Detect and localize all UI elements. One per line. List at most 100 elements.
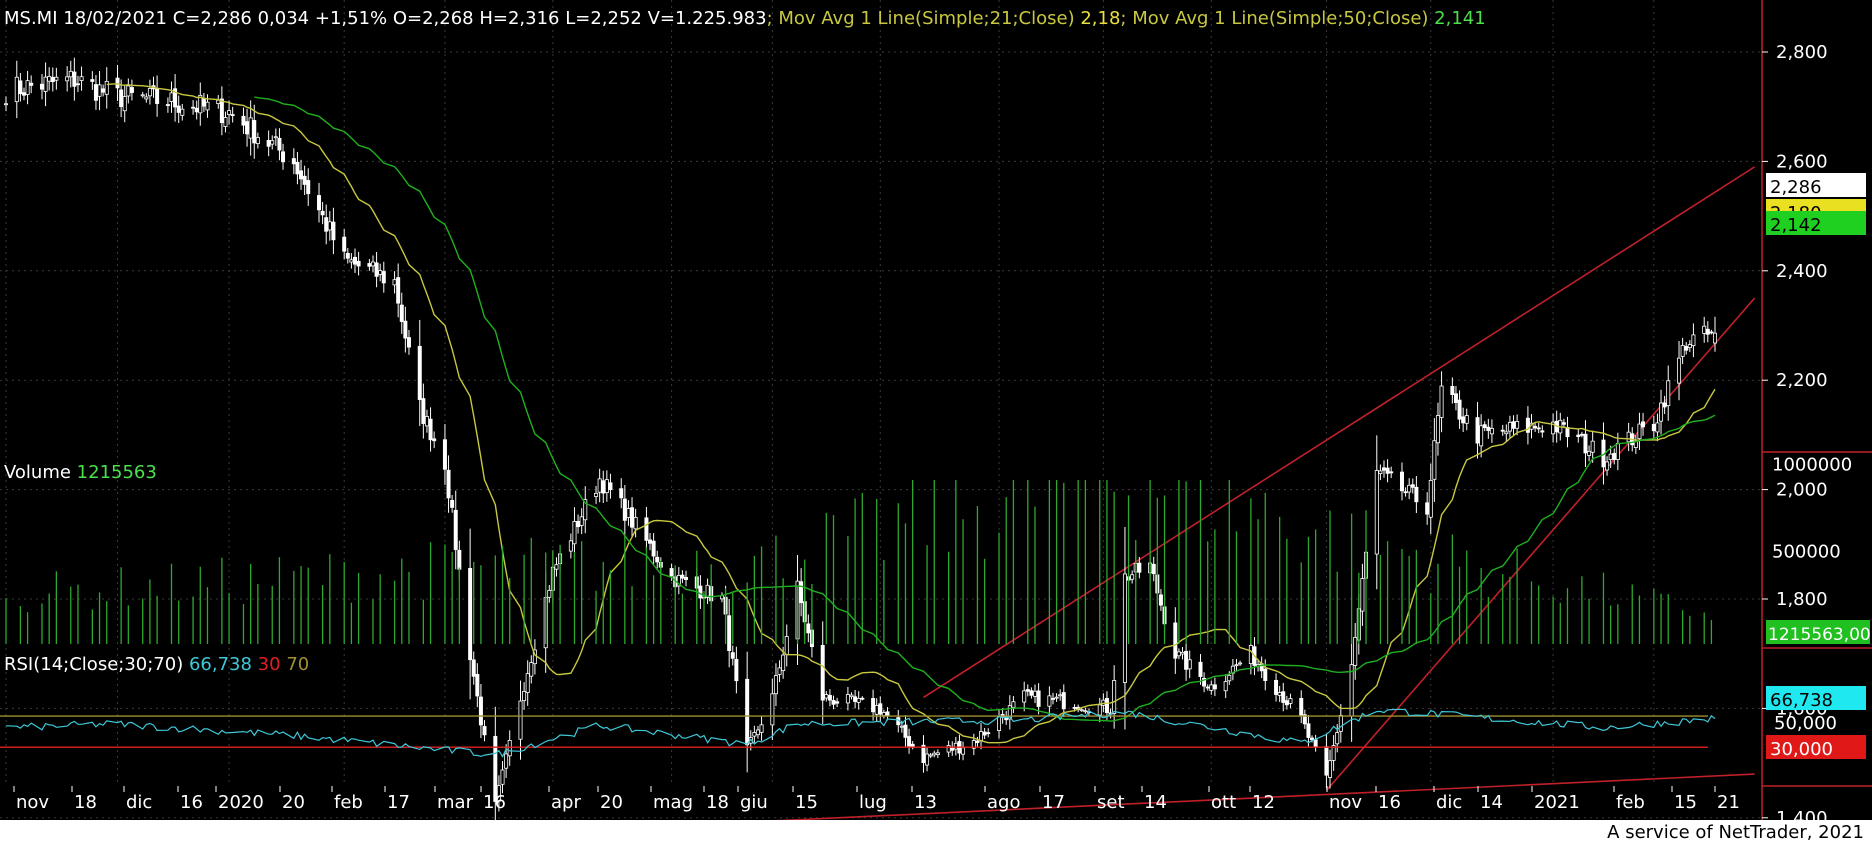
candle-body [471, 659, 476, 677]
volume-legend-value: 1215563 [77, 462, 157, 483]
time-tick-label: dic [1436, 792, 1462, 813]
candle-body [1302, 714, 1307, 725]
candle-body [302, 175, 307, 185]
candle-body [1277, 692, 1282, 696]
candle [1061, 684, 1066, 717]
candle-body [1353, 636, 1358, 666]
candle-body [622, 498, 627, 521]
candle-body [986, 732, 991, 735]
time-tick-label: ago [987, 792, 1020, 813]
candle [29, 75, 34, 94]
candle [90, 71, 95, 90]
candle [1137, 557, 1142, 579]
time-axis: nov 18 dic 16 2020 20 feb 17 mar 16 apr 20 mag 18 giu 1… [13, 786, 1740, 813]
time-tick-label: nov [16, 792, 49, 813]
candle-body [576, 520, 581, 528]
candle-body [953, 742, 958, 750]
candle-body [1328, 760, 1333, 778]
candle [1709, 329, 1714, 335]
price-legend: MS.MI 18/02/2021 C=2,286 0,034 +1,51% O=… [4, 8, 1486, 29]
candle-body [1306, 723, 1311, 738]
candle [352, 248, 357, 273]
candle [227, 100, 232, 125]
candle-body [1227, 674, 1232, 682]
candle-body [1299, 697, 1304, 716]
candle-body [997, 716, 1002, 731]
candle-body [468, 568, 473, 661]
candle [406, 329, 411, 355]
candle [191, 100, 196, 115]
candle [1079, 707, 1084, 712]
time-tick-label: 17 [1042, 792, 1065, 813]
candle [144, 93, 149, 103]
candle-body [572, 521, 577, 545]
candle-body [1637, 423, 1642, 440]
candle-body [1533, 425, 1538, 429]
candle [173, 74, 178, 122]
candle [1414, 476, 1419, 514]
candle [223, 111, 228, 133]
candle-body [1151, 563, 1156, 575]
candle-body [1025, 689, 1030, 692]
candle-body [1234, 664, 1239, 667]
candle-body [191, 106, 196, 109]
candle [547, 585, 552, 603]
candle [1360, 563, 1365, 626]
candle-body [1579, 433, 1584, 436]
candle [230, 106, 235, 123]
candle-body [1457, 399, 1462, 420]
candle [241, 107, 246, 134]
candle-body [1705, 328, 1710, 335]
time-tick-label: feb [334, 792, 363, 813]
candle-body [1338, 714, 1343, 732]
candle-body [961, 747, 966, 755]
candle [1489, 419, 1494, 443]
candle [684, 570, 689, 587]
price-tick-label: 2,400 [1776, 261, 1828, 282]
candle [1435, 402, 1440, 456]
candle-body [144, 96, 149, 100]
candle [770, 678, 775, 740]
candle-body [54, 76, 59, 81]
candle-body [1378, 470, 1383, 474]
ma50-line [254, 96, 1716, 722]
candle [759, 716, 764, 741]
candle-body [317, 195, 322, 211]
candle [1641, 412, 1646, 436]
candle [820, 621, 825, 725]
candle-body [1288, 698, 1293, 704]
candle [446, 455, 451, 513]
candle-body [18, 80, 23, 95]
candle [1374, 435, 1379, 590]
candle-body [119, 89, 124, 107]
candle-body [205, 101, 210, 111]
candle [475, 663, 480, 708]
candle-body [1011, 701, 1016, 708]
candle [471, 651, 476, 685]
candle-body [1515, 421, 1520, 429]
candle-body [1461, 416, 1466, 424]
candle-body [680, 574, 685, 579]
candle [1428, 463, 1433, 535]
candle-body [331, 221, 336, 241]
candle [1011, 696, 1016, 714]
candle-body [781, 654, 786, 671]
candle-body [104, 81, 109, 95]
candle-body [1335, 732, 1340, 745]
candle [4, 96, 9, 112]
volume-tag-text: 1215563,00 [1768, 625, 1871, 645]
candle-body [1184, 650, 1189, 670]
candle-body [352, 256, 357, 265]
candle-body [604, 479, 609, 494]
candle-body [1432, 440, 1437, 480]
candle-body [1565, 427, 1570, 438]
time-tick-label: dic [126, 792, 152, 813]
candle [583, 486, 588, 534]
candle [1158, 589, 1163, 611]
candle [1151, 556, 1156, 582]
candle-body [306, 180, 311, 195]
candle-body [21, 92, 26, 96]
time-tick-label: 15 [1674, 792, 1697, 813]
candle [1399, 462, 1404, 501]
candle [1677, 340, 1682, 401]
